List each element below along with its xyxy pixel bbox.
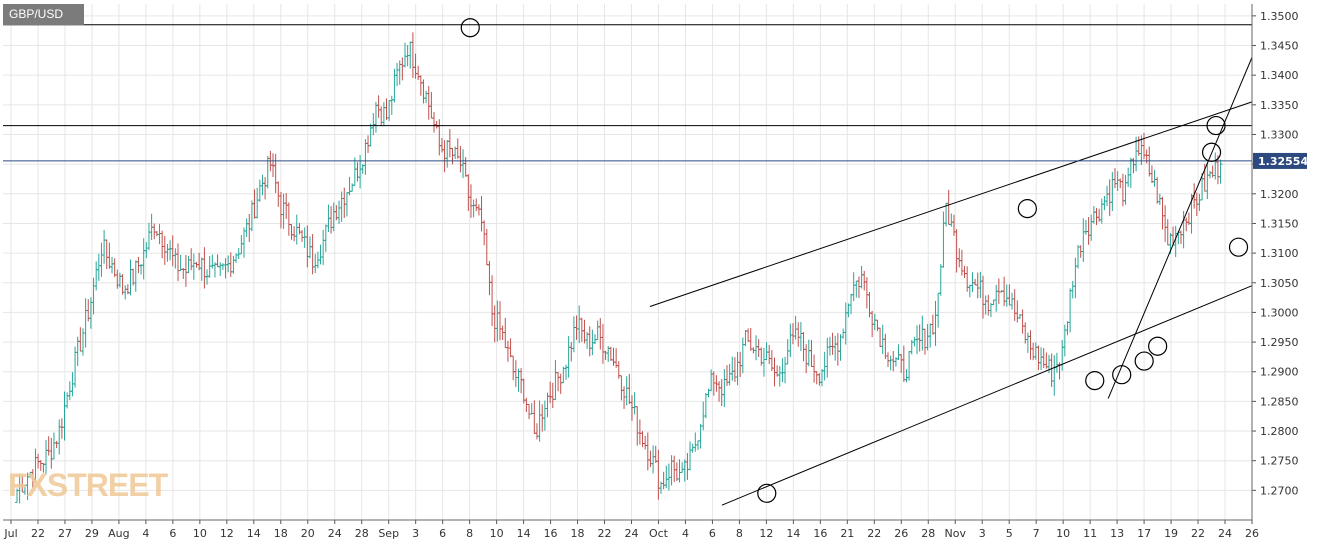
y-tick-label: 1.2750 [1260,455,1299,468]
x-tick-label: 21 [840,527,854,540]
x-tick-label: 14 [786,527,800,540]
x-tick-label: 28 [921,527,935,540]
y-tick-label: 1.3150 [1260,217,1299,230]
x-tick-label: 12 [220,527,234,540]
annotation-circle [1206,115,1226,136]
symbol-label: GBP/USD [3,4,84,25]
x-tick-label: 16 [813,527,827,540]
x-tick-label: 26 [1245,527,1259,540]
x-tick-label: 11 [1083,527,1097,540]
annotation-circle [757,483,777,503]
annotation-circle [1112,365,1132,385]
x-tick-label: 19 [1164,527,1178,540]
x-tick-label: 24 [1218,527,1232,540]
x-tick-label: 29 [85,527,99,540]
x-tick-label: 28 [355,527,369,540]
x-tick-label: 17 [1137,527,1151,540]
x-tick-label: 27 [58,527,72,540]
channel-upper-line [649,101,1253,307]
x-tick-label: Aug [108,527,129,540]
x-tick-label: 14 [517,527,531,540]
x-tick-label: 18 [571,527,585,540]
x-tick-label: 22 [1191,527,1205,540]
x-tick-label: 14 [247,527,261,540]
y-tick-label: 1.3200 [1260,188,1299,201]
uptrend-line [1107,57,1253,399]
x-tick-label: Nov [945,527,967,540]
y-tick-label: 1.3400 [1260,69,1299,82]
x-tick-label: 8 [466,527,473,540]
x-tick-label: 10 [1056,527,1070,540]
y-tick-label: 1.3500 [1260,10,1299,23]
x-tick-label: 12 [759,527,773,540]
current-price-badge [1253,152,1307,169]
fxstreet-logo: FXSTREET [8,467,168,503]
annotation-circle [460,18,480,38]
y-tick-label: 1.3300 [1260,128,1299,141]
x-tick-label: 18 [274,527,288,540]
y-tick-label: 1.2900 [1260,366,1299,379]
x-tick-label: 6 [169,527,176,540]
x-tick-label: 22 [31,527,45,540]
x-tick-label: 8 [736,527,743,540]
x-tick-label: Sep [378,527,399,540]
annotation-circle [1201,142,1222,162]
x-tick-label: 4 [682,527,689,540]
x-tick-label: 6 [439,527,446,540]
x-tick-label: 24 [625,527,639,540]
x-tick-label: 22 [598,527,612,540]
x-tick-label: 10 [490,527,504,540]
x-tick-label: 10 [193,527,207,540]
x-tick-label: 16 [544,527,558,540]
y-tick-label: 1.2950 [1260,336,1299,349]
x-tick-label: 5 [1006,527,1013,540]
y-tick-label: 1.2850 [1260,395,1299,408]
annotation-circle [1134,351,1154,371]
x-tick-label: 26 [894,527,908,540]
annotation-circle [1228,237,1249,257]
x-tick-label: 4 [142,527,149,540]
x-tick-label: Oct [649,527,669,540]
y-tick-label: 1.3000 [1260,306,1299,319]
x-tick-label: 6 [709,527,716,540]
x-tick-label: 20 [301,527,315,540]
current-price-label: 1.32554 [1258,155,1308,168]
x-tick-label: 3 [979,527,986,540]
x-tick-label: 3 [412,527,419,540]
annotation-circle [1017,199,1037,219]
channel-lower-line [721,285,1253,506]
y-tick-label: 1.3050 [1260,277,1299,290]
y-tick-label: 1.2700 [1260,484,1299,497]
annotation-circle [1085,371,1105,391]
x-tick-label: 7 [1033,527,1040,540]
y-tick-label: 1.2800 [1260,425,1299,438]
x-tick-label: 13 [1110,527,1124,540]
annotation-circle [1148,336,1168,356]
x-tick-label: 22 [867,527,881,540]
y-tick-label: 1.3350 [1260,99,1299,112]
y-tick-label: 1.3100 [1260,247,1299,260]
x-tick-label: Jul [3,527,17,540]
y-tick-label: 1.3450 [1260,40,1299,53]
x-tick-label: 24 [328,527,342,540]
